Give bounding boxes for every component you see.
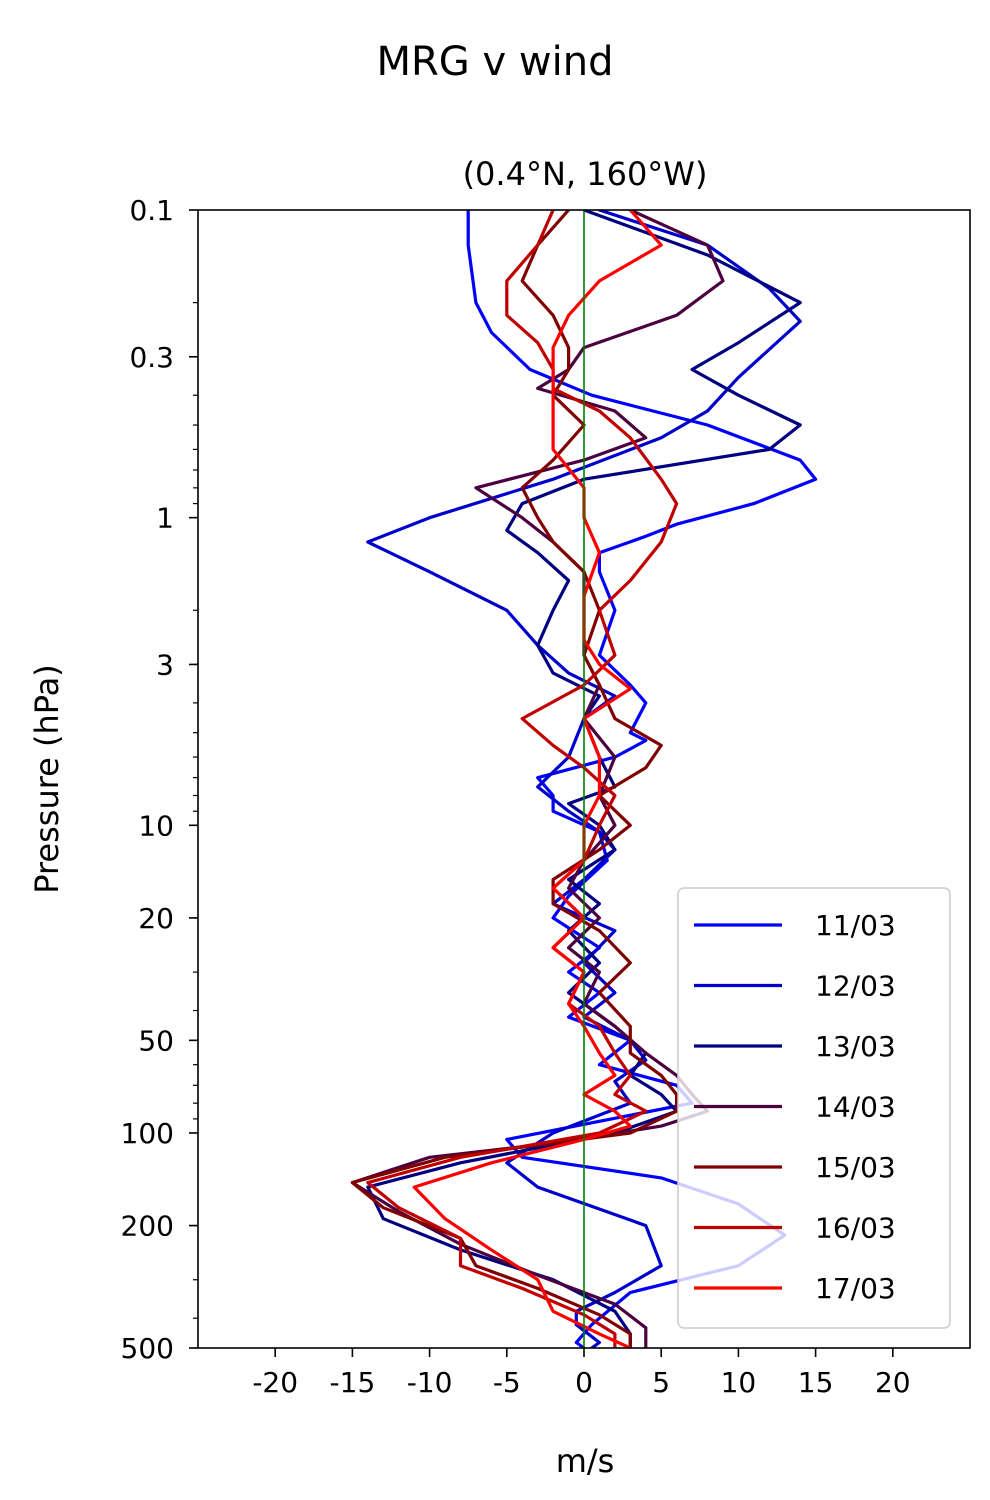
y-tick-label: 100 [121, 1117, 174, 1150]
figure-suptitle: MRG v wind [377, 39, 614, 85]
y-axis: 0.1 0.3 1 3 10 20 50 100 200 500 [121, 194, 198, 1365]
legend-label: 17/03 [815, 1272, 896, 1305]
plot-area [350, 210, 818, 1348]
x-tick-label: 5 [652, 1366, 670, 1399]
series-line-16-03 [366, 210, 679, 1348]
y-tick-label: 50 [138, 1024, 174, 1057]
legend-label: 15/03 [815, 1151, 896, 1184]
legend-label: 11/03 [815, 909, 896, 942]
series-line-14-03 [350, 210, 725, 1348]
legend-label: 16/03 [815, 1212, 896, 1245]
legend-frame [677, 887, 951, 1329]
x-tick-label: 0 [575, 1366, 593, 1399]
y-tick-label: 0.1 [129, 194, 174, 227]
legend-label: 12/03 [815, 970, 896, 1003]
y-tick-label: 0.3 [129, 341, 174, 374]
y-tick-label: 500 [121, 1332, 174, 1365]
x-axis: -20 -15 -10 -5 0 5 10 15 20 [252, 1348, 911, 1399]
x-tick-label: 15 [798, 1366, 834, 1399]
legend-label: 13/03 [815, 1030, 896, 1063]
legend: 11/03 12/03 13/03 14/03 15/03 16/03 17/03 [677, 887, 951, 1329]
plot-frame [197, 209, 971, 1349]
y-tick-label: 200 [121, 1210, 174, 1243]
x-tick-label: -5 [493, 1366, 521, 1399]
chart-title: (0.4°N, 160°W) [463, 155, 708, 193]
y-tick-label: 20 [138, 902, 174, 935]
series-line-11-03 [466, 210, 818, 1348]
x-tick-label: -15 [330, 1366, 376, 1399]
x-tick-label: 10 [721, 1366, 757, 1399]
legend-label: 14/03 [815, 1091, 896, 1124]
series-line-17-03 [412, 210, 663, 1348]
series-line-15-03 [350, 210, 679, 1348]
x-axis-label: m/s [556, 1442, 615, 1480]
legend-entries: 11/03 12/03 13/03 14/03 15/03 16/03 17/03 [694, 909, 896, 1305]
y-tick-label: 1 [156, 502, 174, 535]
x-tick-label: -20 [252, 1366, 298, 1399]
y-axis-label: Pressure (hPa) [28, 664, 66, 894]
y-tick-label: 10 [138, 809, 174, 842]
x-tick-label: 20 [875, 1366, 911, 1399]
x-tick-label: -10 [407, 1366, 453, 1399]
y-tick-label: 3 [156, 648, 174, 681]
